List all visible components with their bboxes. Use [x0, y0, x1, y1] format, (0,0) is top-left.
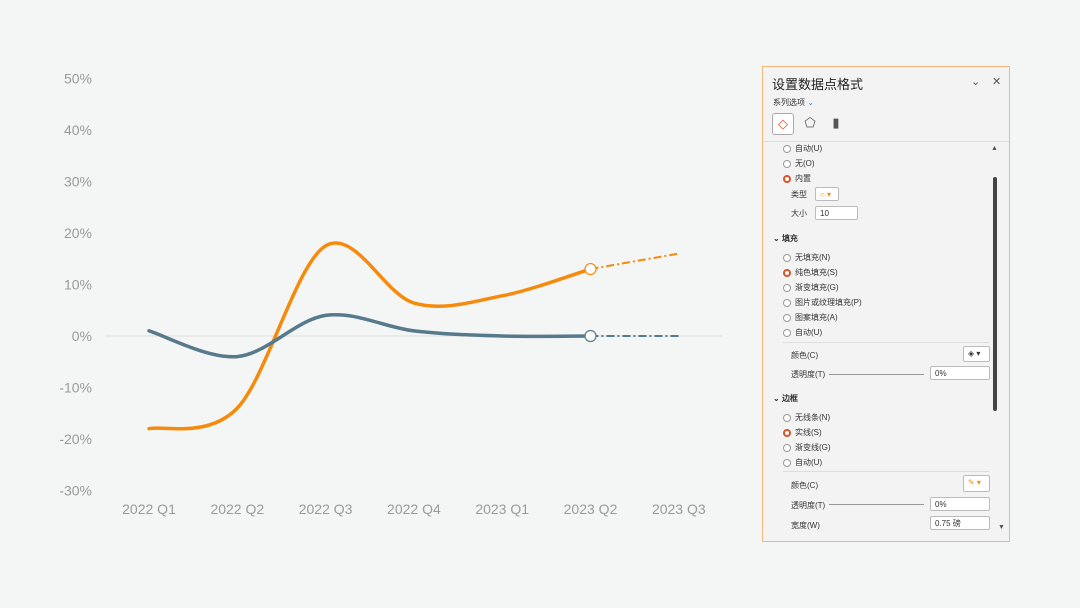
y-tick-label: 20% [64, 225, 92, 241]
radio-icon [783, 313, 791, 322]
radio-icon [783, 328, 791, 337]
effects-tab-icon[interactable]: ⬠ [804, 115, 816, 130]
divider [783, 342, 989, 343]
y-tick-label: -10% [59, 380, 92, 396]
fill-transparency-input[interactable]: 0% [930, 366, 990, 380]
width-label: 宽度(W) [791, 521, 820, 530]
radio-icon [783, 298, 791, 307]
fill-color-picker[interactable]: ◈ ▾ [963, 346, 990, 362]
type-label: 类型 [791, 190, 807, 199]
border-transparency-slider[interactable] [829, 504, 924, 505]
border-options-radio[interactable]: 渐变线(G) [783, 442, 831, 453]
format-data-point-pane: 设置数据点格式 ⌄ ✕ 系列选项 ⌄ ◇ ⬠ ▮ ▲ ▼ 自动(U) 无(O) 内… [762, 66, 1010, 542]
fill-transparency-label: 透明度(T) [791, 370, 826, 379]
divider [783, 471, 989, 472]
y-tick-label: 30% [64, 174, 92, 190]
label: 渐变线(G) [795, 443, 831, 452]
radio-icon [783, 428, 791, 437]
y-tick-label: 40% [64, 122, 92, 138]
label: 自动(U) [795, 144, 823, 153]
border-options-radio[interactable]: 无线条(N) [783, 412, 830, 423]
y-tick-label: -30% [59, 483, 92, 499]
x-tick-label: 2023 Q3 [652, 501, 706, 517]
label: 实线(S) [795, 428, 822, 437]
border-transparency-label: 透明度(T) [791, 501, 826, 510]
label: 渐变填充(G) [795, 283, 839, 292]
scroll-up-icon[interactable]: ▲ [991, 145, 998, 152]
size-label: 大小 [791, 209, 807, 218]
marker-none-radio[interactable]: 无(O) [783, 158, 815, 169]
width-stepper[interactable]: 0.75 磅 [930, 516, 990, 530]
divider [763, 141, 1009, 142]
marker-auto-radio[interactable]: 自动(U) [783, 143, 822, 154]
label: 填充 [781, 234, 798, 243]
border-color-label: 颜色(C) [791, 481, 819, 490]
label: 自动(U) [795, 458, 823, 467]
label: 纯色填充(S) [795, 268, 838, 277]
close-icon[interactable]: ✕ [992, 76, 1002, 88]
label: 图片或纹理填充(P) [795, 298, 862, 307]
series-line-0 [147, 241, 593, 431]
fill-transparency-slider[interactable] [829, 374, 924, 375]
series-line-1 [147, 312, 593, 359]
marker-type-select[interactable]: ○ ▾ [815, 187, 839, 201]
label: 无填充(N) [795, 253, 831, 262]
radio-icon [783, 443, 791, 452]
chevron-down-icon: ⌄ [807, 98, 814, 107]
label: 无线条(N) [795, 413, 831, 422]
fill-options-radio[interactable]: 自动(U) [783, 327, 822, 338]
size-stepper[interactable]: 10 [815, 206, 858, 220]
fill-options-radio[interactable]: 无填充(N) [783, 252, 830, 263]
data-point-marker[interactable] [584, 262, 597, 276]
series-forecast-line-0 [590, 252, 679, 271]
fill-section-header[interactable]: ⌄ 填充 [773, 234, 798, 243]
scrollbar[interactable]: ▲ ▼ [991, 145, 1005, 531]
pane-title: 设置数据点格式 [772, 77, 864, 92]
border-options-radio[interactable]: 实线(S) [783, 427, 822, 438]
radio-icon [783, 253, 791, 262]
y-tick-label: 10% [64, 277, 92, 293]
label: 图案填充(A) [795, 313, 838, 322]
label: 内置 [795, 174, 811, 183]
radio-icon [783, 283, 791, 292]
collapse-icon[interactable]: ⌄ [971, 76, 981, 88]
border-section-header[interactable]: ⌄ 边框 [773, 394, 798, 403]
radio-icon [783, 413, 791, 422]
scroll-down-icon[interactable]: ▼ [997, 524, 1005, 531]
x-tick-label: 2022 Q2 [210, 501, 264, 517]
x-tick-label: 2022 Q3 [299, 501, 353, 517]
x-tick-label: 2023 Q1 [475, 501, 529, 517]
data-point-marker[interactable] [584, 329, 597, 343]
fill-options-radio[interactable]: 图案填充(A) [783, 312, 838, 323]
scroll-thumb[interactable] [993, 177, 997, 411]
border-options-radio[interactable]: 自动(U) [783, 457, 822, 468]
series-options-tab-icon[interactable]: ▮ [832, 115, 840, 130]
radio-icon [783, 458, 791, 467]
label: 无(O) [795, 159, 815, 168]
fill-options-radio[interactable]: 纯色填充(S) [783, 267, 838, 278]
y-tick-label: 0% [72, 328, 92, 344]
label: 自动(U) [795, 328, 823, 337]
fill-color-label: 颜色(C) [791, 351, 819, 360]
series-options-label: 系列选项 [773, 98, 805, 107]
border-transparency-input[interactable]: 0% [930, 497, 990, 511]
y-tick-label: -20% [59, 431, 92, 447]
marker-builtin-radio[interactable]: 内置 [783, 173, 811, 184]
x-tick-label: 2022 Q4 [387, 501, 441, 517]
label: 边框 [781, 394, 798, 403]
border-color-picker[interactable]: ✎ ▾ [963, 475, 990, 492]
x-tick-label: 2023 Q2 [564, 501, 618, 517]
y-tick-label: 50% [64, 71, 92, 87]
radio-icon [783, 268, 791, 277]
line-chart: 50% 40% 30% 20% 10% 0% -10% -20% -30% 2022 Q1 2022… [59, 71, 722, 517]
fill-line-tab-icon[interactable]: ◇ [772, 113, 794, 135]
series-options-dropdown[interactable]: 系列选项 ⌄ [773, 97, 814, 108]
fill-options-radio[interactable]: 图片或纹理填充(P) [783, 297, 862, 308]
x-tick-label: 2022 Q1 [122, 501, 176, 517]
fill-options-radio[interactable]: 渐变填充(G) [783, 282, 839, 293]
